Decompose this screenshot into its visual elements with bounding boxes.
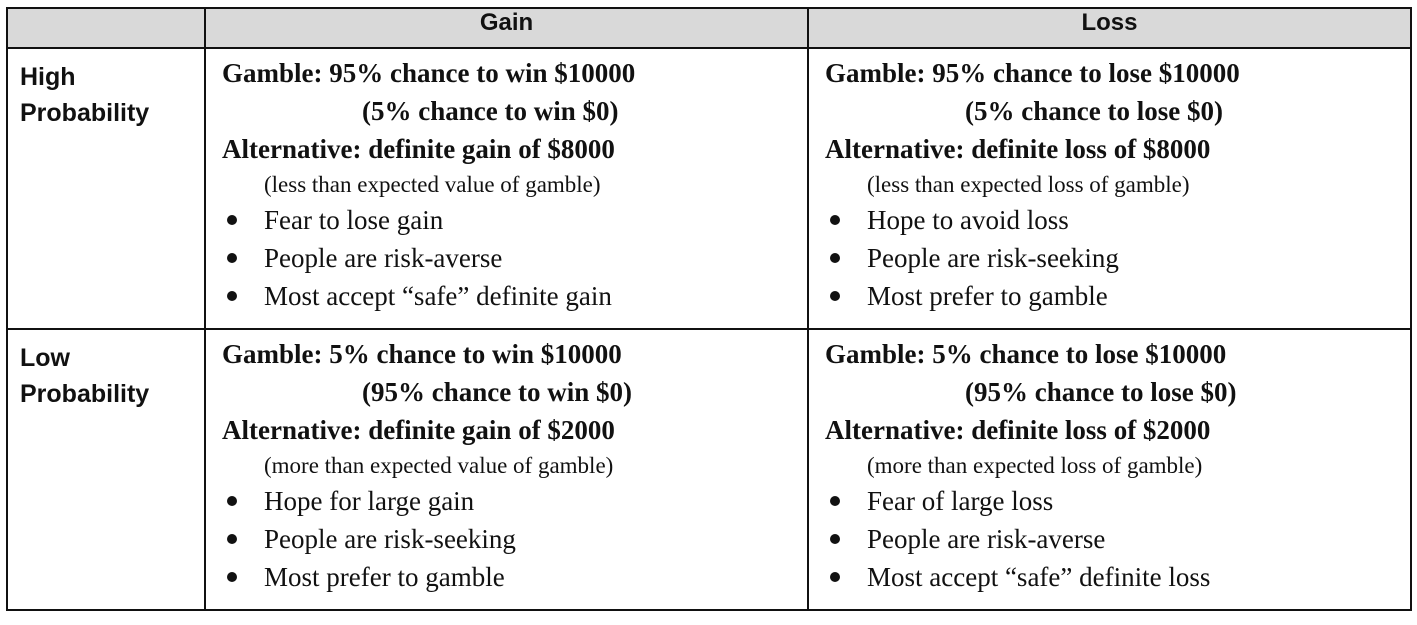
list-item: Hope for large gain xyxy=(222,482,807,520)
list-item: People are risk-seeking xyxy=(222,520,807,558)
list-item: People are risk-seeking xyxy=(825,239,1410,277)
list-item-text: Hope to avoid loss xyxy=(867,205,1069,235)
bullet-list: Fear to lose gain People are risk-averse… xyxy=(222,201,807,315)
alternative-note: (more than expected loss of gamble) xyxy=(867,453,1203,478)
gamble-complement-line: (95% chance to win $0) xyxy=(362,377,632,407)
list-item: Most accept “safe” definite gain xyxy=(222,277,807,315)
row-label-line: High xyxy=(20,63,76,91)
bullet-icon xyxy=(830,572,840,582)
list-item-text: Most accept “safe” definite loss xyxy=(867,562,1211,592)
row-label-low: Low Probability xyxy=(6,328,206,611)
list-item-text: Fear to lose gain xyxy=(264,205,444,235)
header-row: Gain Loss xyxy=(6,7,1412,49)
fourfold-pattern-table-wrapper: Gain Loss High Probability Gamble: 95% c… xyxy=(6,7,1412,611)
list-item: Most prefer to gamble xyxy=(825,277,1410,315)
alternative-note: (less than expected value of gamble) xyxy=(264,172,601,197)
bullet-icon xyxy=(227,253,237,263)
header-loss: Loss xyxy=(807,7,1412,49)
row-label-line: Low xyxy=(20,344,70,372)
list-item-text: Hope for large gain xyxy=(264,486,475,516)
list-item-text: Most accept “safe” definite gain xyxy=(264,281,612,311)
list-item: Most prefer to gamble xyxy=(222,558,807,596)
bullet-icon xyxy=(830,496,840,506)
row-low-probability: Low Probability Gamble: 5% chance to win… xyxy=(6,328,1412,611)
cell-low-gain: Gamble: 5% chance to win $10000 (95% cha… xyxy=(204,328,809,611)
alternative-line: Alternative: definite loss of $8000 xyxy=(825,134,1211,164)
header-gain: Gain xyxy=(204,7,809,49)
list-item-text: People are risk-averse xyxy=(264,243,503,273)
bullet-list: Hope to avoid loss People are risk-seeki… xyxy=(825,201,1410,315)
alternative-note: (more than expected value of gamble) xyxy=(264,453,614,478)
alternative-line: Alternative: definite gain of $8000 xyxy=(222,134,615,164)
bullet-icon xyxy=(830,534,840,544)
bullet-icon xyxy=(227,572,237,582)
bullet-list: Fear of large loss People are risk-avers… xyxy=(825,482,1410,596)
bullet-icon xyxy=(227,534,237,544)
list-item: Hope to avoid loss xyxy=(825,201,1410,239)
list-item-text: Most prefer to gamble xyxy=(264,562,505,592)
bullet-icon xyxy=(830,253,840,263)
cell-high-gain: Gamble: 95% chance to win $10000 (5% cha… xyxy=(204,47,809,330)
gamble-complement-line: (5% chance to win $0) xyxy=(362,96,619,126)
bullet-list: Hope for large gain People are risk-seek… xyxy=(222,482,807,596)
list-item-text: People are risk-seeking xyxy=(867,243,1119,273)
alternative-line: Alternative: definite gain of $2000 xyxy=(222,415,615,445)
list-item: Most accept “safe” definite loss xyxy=(825,558,1410,596)
header-corner-cell xyxy=(6,7,206,49)
cell-low-loss: Gamble: 5% chance to lose $10000 (95% ch… xyxy=(807,328,1412,611)
gamble-line: Gamble: 5% chance to win $10000 xyxy=(222,339,622,369)
fourfold-pattern-table: Gain Loss High Probability Gamble: 95% c… xyxy=(6,7,1412,611)
list-item-text: People are risk-seeking xyxy=(264,524,516,554)
gamble-line: Gamble: 5% chance to lose $10000 xyxy=(825,339,1227,369)
gamble-complement-line: (95% chance to lose $0) xyxy=(965,377,1237,407)
alternative-line: Alternative: definite loss of $2000 xyxy=(825,415,1211,445)
row-label-line: Probability xyxy=(20,99,150,127)
alternative-note: (less than expected loss of gamble) xyxy=(867,172,1190,197)
list-item-text: Most prefer to gamble xyxy=(867,281,1108,311)
list-item: People are risk-averse xyxy=(825,520,1410,558)
row-high-probability: High Probability Gamble: 95% chance to w… xyxy=(6,47,1412,330)
bullet-icon xyxy=(830,215,840,225)
bullet-icon xyxy=(227,215,237,225)
row-label-high: High Probability xyxy=(6,47,206,330)
list-item: Fear to lose gain xyxy=(222,201,807,239)
bullet-icon xyxy=(830,291,840,301)
bullet-icon xyxy=(227,496,237,506)
list-item: People are risk-averse xyxy=(222,239,807,277)
bullet-icon xyxy=(227,291,237,301)
list-item-text: People are risk-averse xyxy=(867,524,1106,554)
list-item-text: Fear of large loss xyxy=(867,486,1054,516)
gamble-complement-line: (5% chance to lose $0) xyxy=(965,96,1223,126)
cell-high-loss: Gamble: 95% chance to lose $10000 (5% ch… xyxy=(807,47,1412,330)
gamble-line: Gamble: 95% chance to win $10000 xyxy=(222,58,636,88)
gamble-line: Gamble: 95% chance to lose $10000 xyxy=(825,58,1240,88)
list-item: Fear of large loss xyxy=(825,482,1410,520)
row-label-line: Probability xyxy=(20,380,150,408)
